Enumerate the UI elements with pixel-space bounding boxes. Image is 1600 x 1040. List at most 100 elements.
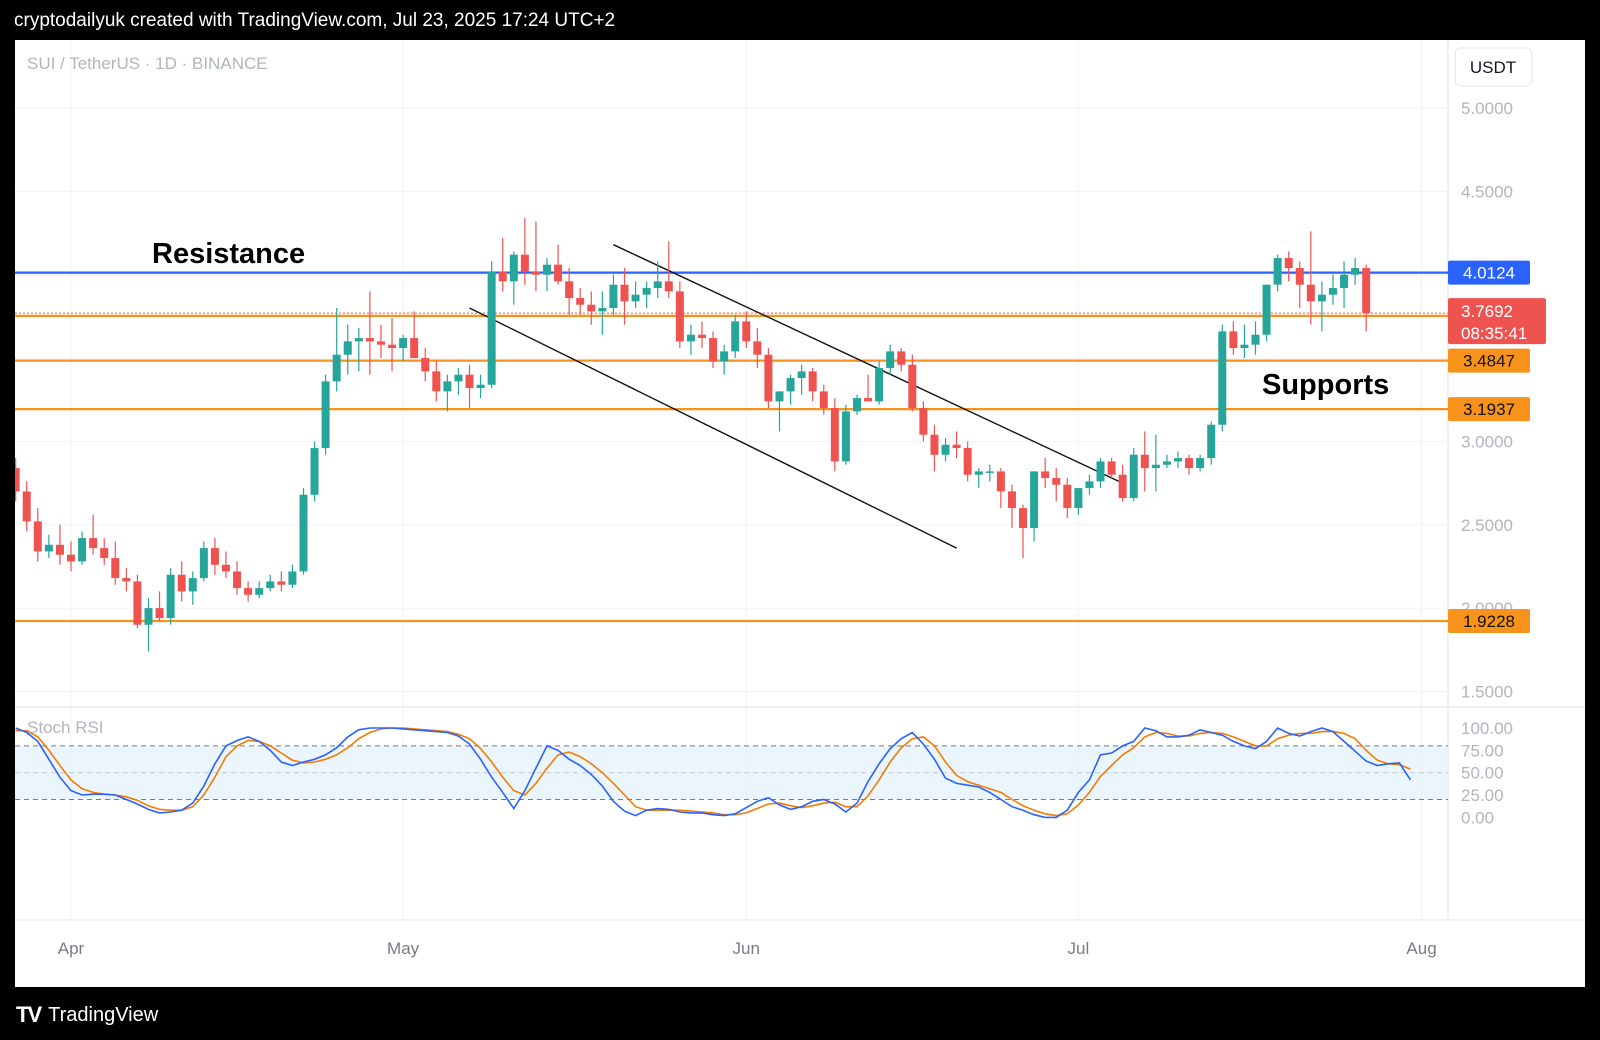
candle-body bbox=[1063, 484, 1072, 509]
price-levels bbox=[15, 271, 1448, 623]
candle-body bbox=[343, 341, 352, 355]
candle-body bbox=[299, 494, 308, 572]
candle-body bbox=[332, 354, 341, 382]
candle-body bbox=[432, 371, 441, 392]
candle-body bbox=[1207, 424, 1216, 459]
candle-body bbox=[454, 374, 463, 382]
stoch-tick-label: 100.00 bbox=[1461, 719, 1513, 738]
candle-body bbox=[177, 574, 186, 592]
level-tag-label: 4.0124 bbox=[1463, 264, 1515, 283]
candle-body bbox=[930, 434, 939, 455]
candle-body bbox=[133, 581, 142, 625]
candle-body bbox=[1262, 284, 1271, 335]
candle-body bbox=[22, 491, 31, 522]
stoch-tick-label: 50.00 bbox=[1461, 764, 1504, 783]
candle-body bbox=[709, 338, 718, 362]
candle-body bbox=[210, 548, 219, 565]
candle-body bbox=[1085, 481, 1094, 489]
candle-body bbox=[919, 408, 928, 435]
candle-body bbox=[44, 544, 53, 552]
candle-body bbox=[465, 374, 474, 389]
level-tag-label: 1.9228 bbox=[1463, 612, 1515, 631]
candle-body bbox=[1151, 464, 1160, 469]
level-tag-label: 3.1937 bbox=[1463, 400, 1515, 419]
candle-body bbox=[908, 364, 917, 409]
candle-body bbox=[742, 321, 751, 342]
candle-body bbox=[221, 564, 230, 572]
candle-body bbox=[543, 264, 552, 275]
candle-body bbox=[1229, 331, 1238, 349]
candle-body bbox=[1052, 478, 1061, 485]
candle-body bbox=[1162, 461, 1171, 465]
time-tick-label: May bbox=[387, 939, 420, 958]
time-tick-label: Aug bbox=[1406, 939, 1436, 958]
candle-body bbox=[122, 578, 131, 582]
tradingview-logo-icon: TV bbox=[16, 1002, 42, 1027]
level-tag bbox=[1448, 397, 1530, 422]
channel-upper-line bbox=[613, 244, 1123, 484]
candle-body bbox=[509, 254, 518, 282]
candle-body bbox=[498, 271, 507, 282]
candle-body bbox=[1317, 294, 1326, 302]
price-tick-label: 5.0000 bbox=[1461, 99, 1513, 118]
candle-body bbox=[111, 558, 120, 579]
candle-body bbox=[365, 338, 374, 342]
grid bbox=[15, 40, 1585, 921]
candle-body bbox=[897, 351, 906, 365]
chart-frame[interactable]: Stoch RSI 100.00 75.00 50.00 25.00 0.00 5.000… bbox=[11, 40, 1585, 987]
candle-body bbox=[1174, 458, 1182, 462]
candle-body bbox=[1074, 488, 1083, 509]
candle-body bbox=[67, 554, 75, 562]
stoch-rsi-panel: Stoch RSI 100.00 75.00 50.00 25.00 0.00 bbox=[15, 718, 1513, 827]
candle-body bbox=[531, 271, 540, 275]
candle-body bbox=[277, 581, 286, 585]
candle-body bbox=[941, 444, 950, 455]
candle-body bbox=[188, 578, 197, 592]
stoch-title: Stoch RSI bbox=[27, 718, 104, 737]
candle-body bbox=[576, 298, 585, 305]
current-price-label: 3.7692 bbox=[1461, 302, 1513, 321]
candle-body bbox=[100, 548, 109, 559]
current-price-tag bbox=[1448, 298, 1546, 345]
price-tick-label: 1.5000 bbox=[1461, 682, 1513, 701]
symbol-label: SUI / TetherUS · 1D · BINANCE bbox=[27, 54, 268, 73]
candle-body bbox=[1096, 461, 1105, 482]
chart-svg[interactable]: Stoch RSI 100.00 75.00 50.00 25.00 0.00 5.000… bbox=[11, 40, 1585, 987]
time-tick-label: Apr bbox=[58, 939, 85, 958]
annotations: SUI / TetherUS · 1D · BINANCE USDT Resista… bbox=[27, 47, 1533, 401]
level-tag-label: 3.4847 bbox=[1463, 352, 1515, 371]
candle-body bbox=[410, 338, 419, 359]
price-tick-label: 3.0000 bbox=[1461, 432, 1513, 451]
resistance-annotation: Resistance bbox=[152, 238, 305, 270]
candle-body bbox=[675, 291, 684, 342]
candle-body bbox=[996, 471, 1005, 492]
level-tag bbox=[1448, 348, 1530, 373]
price-tick-label: 4.5000 bbox=[1461, 182, 1513, 201]
candle-body bbox=[166, 574, 175, 619]
candle-body bbox=[753, 341, 762, 355]
candle-body bbox=[875, 368, 884, 402]
candle-body bbox=[664, 281, 673, 292]
candle-body bbox=[974, 471, 983, 475]
candle-body bbox=[1019, 508, 1028, 529]
candle-body bbox=[199, 548, 208, 579]
candle-body bbox=[764, 354, 773, 402]
candle-body bbox=[55, 544, 64, 555]
candle-body bbox=[731, 321, 740, 352]
candle-body bbox=[1328, 288, 1337, 295]
candle-body bbox=[78, 538, 87, 562]
candle-body bbox=[89, 538, 98, 549]
candle-body bbox=[1030, 471, 1039, 529]
time-tick-label: Jun bbox=[733, 939, 760, 958]
countdown-label: 08:35:41 bbox=[1461, 324, 1527, 343]
candle-body bbox=[421, 358, 430, 372]
stoch-tick-label: 75.00 bbox=[1461, 741, 1504, 760]
candle-body bbox=[1340, 274, 1349, 289]
candle-body bbox=[1007, 491, 1016, 509]
candle-body bbox=[1251, 334, 1260, 345]
candle-body bbox=[443, 381, 452, 392]
candle-body bbox=[266, 581, 275, 589]
candle-body bbox=[255, 588, 264, 595]
candle-body bbox=[786, 378, 795, 392]
